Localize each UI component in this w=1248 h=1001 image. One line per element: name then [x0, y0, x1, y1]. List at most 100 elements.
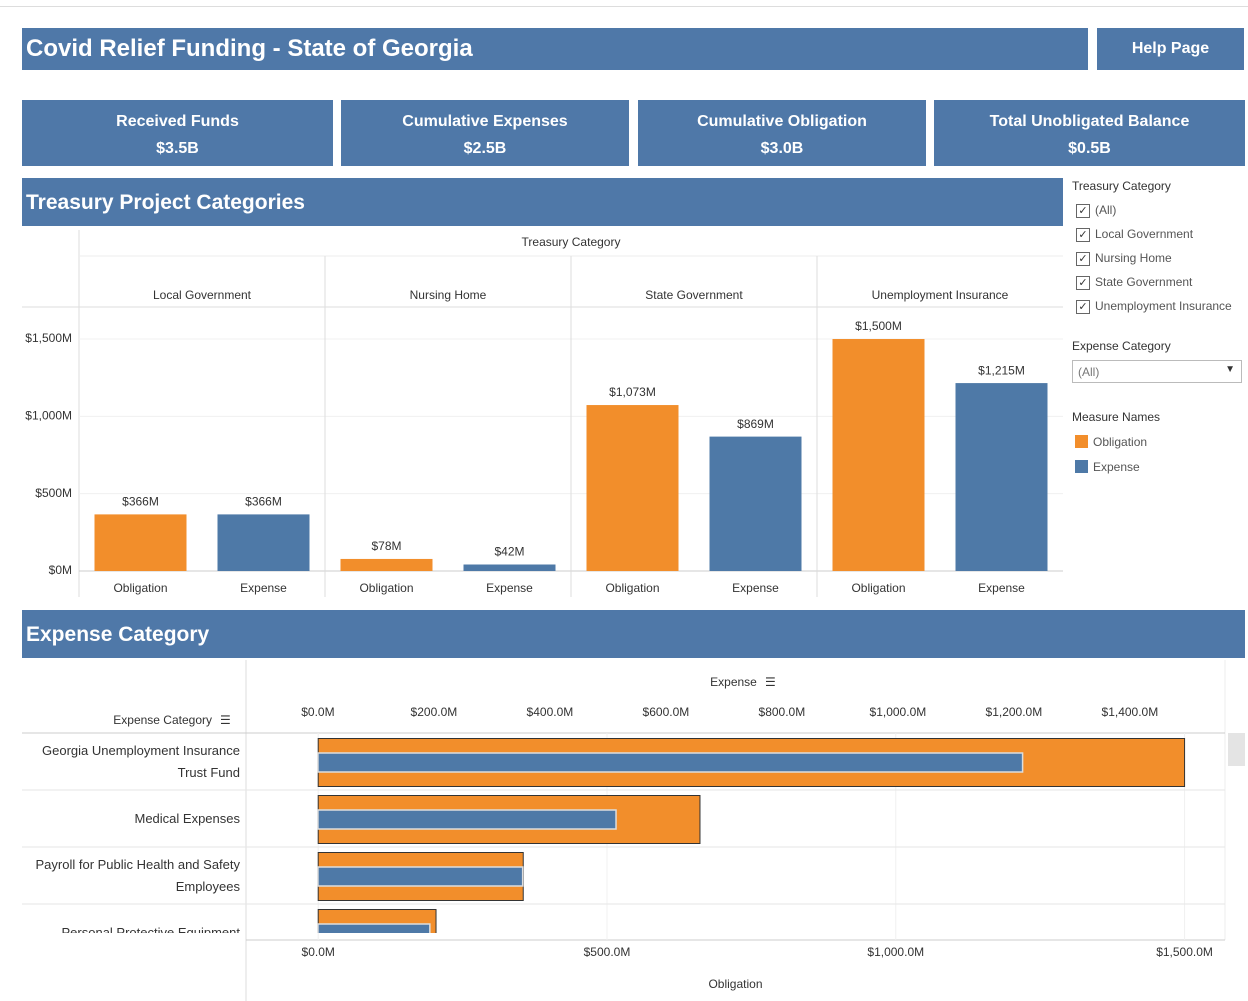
column-title: Treasury Category — [522, 235, 621, 249]
x2-tick-label: $1,400.0M — [1102, 705, 1159, 719]
value-label: $1,500M — [855, 319, 902, 333]
y-tick-label: $1,500M — [25, 331, 72, 345]
filter-title: Expense Category — [1072, 339, 1171, 353]
checkbox[interactable]: ✓ — [1076, 228, 1090, 242]
top-rule — [0, 6, 1248, 7]
bar — [832, 339, 925, 571]
bar — [317, 752, 1024, 773]
facet-label: Nursing Home — [410, 288, 487, 302]
facet-label: Unemployment Insurance — [872, 288, 1009, 302]
x-tick-label: Expense — [240, 581, 287, 595]
kpi-card: Cumulative Obligation $3.0B — [638, 100, 926, 166]
kpi-label: Received Funds — [116, 113, 239, 130]
facet-label: State Government — [645, 288, 743, 302]
scrollbar[interactable] — [1228, 733, 1245, 766]
axis-title: Expense — [710, 675, 757, 689]
x-tick-label: $500.0M — [584, 945, 631, 959]
value-label: $366M — [122, 495, 159, 509]
category-label: Payroll for Public Health and Safety Emp… — [35, 856, 241, 894]
dropdown-arrow: ▼ — [1225, 364, 1235, 375]
bar — [340, 558, 433, 571]
section-title: Expense Category — [22, 610, 1245, 658]
x-tick-label: Expense — [486, 581, 533, 595]
checkbox[interactable]: ✓ — [1076, 252, 1090, 266]
category-label: Personal Protective Equipment — [61, 924, 240, 934]
kpi-value: $3.5B — [156, 140, 199, 157]
x2-tick-label: $1,200.0M — [986, 705, 1043, 719]
x2-tick-label: $0.0M — [301, 705, 334, 719]
legend-title: Measure Names — [1072, 410, 1161, 424]
x-tick-label: Obligation — [605, 581, 659, 595]
x-tick-label: $1,500.0M — [1156, 945, 1213, 959]
checkbox[interactable]: ✓ — [1076, 204, 1090, 218]
x2-tick-label: $600.0M — [643, 705, 690, 719]
bar — [217, 514, 310, 571]
dropdown-value: (All) — [1078, 365, 1100, 379]
kpi-card: Received Funds $3.5B — [22, 100, 333, 166]
sort-icon: ☰ — [765, 675, 776, 689]
kpi-label: Total Unobligated Balance — [989, 113, 1190, 130]
checkbox-label: (All) — [1095, 203, 1117, 217]
x-tick-label: Obligation — [113, 581, 167, 595]
x-tick-label: Obligation — [359, 581, 413, 595]
x-tick-label: $1,000.0M — [867, 945, 924, 959]
bar — [463, 564, 556, 571]
kpi-label: Cumulative Obligation — [697, 113, 867, 130]
bar — [955, 383, 1048, 571]
bar — [317, 866, 524, 887]
checkbox[interactable]: ✓ — [1076, 300, 1090, 314]
value-label: $42M — [494, 545, 524, 559]
kpi-value: $3.0B — [760, 140, 804, 157]
y-tick-label: $0M — [49, 563, 72, 577]
category-label: Medical Expenses — [134, 810, 241, 826]
checkbox-label: Unemployment Insurance — [1095, 299, 1232, 313]
y-tick-label: $1,000M — [25, 409, 72, 423]
facet-label: Local Government — [153, 288, 252, 302]
value-label: $366M — [245, 495, 282, 509]
x2-tick-label: $800.0M — [759, 705, 806, 719]
kpi-card: Cumulative Expenses $2.5B — [341, 100, 629, 166]
bar — [317, 809, 617, 830]
bar — [317, 923, 431, 933]
value-label: $1,215M — [978, 363, 1025, 377]
row-title: Expense Category — [113, 713, 212, 727]
x2-tick-label: $200.0M — [411, 705, 458, 719]
x2-tick-label: $400.0M — [527, 705, 574, 719]
x-tick-label: Obligation — [851, 581, 905, 595]
legend-label: Expense — [1093, 460, 1140, 474]
x2-tick-label: $1,000.0M — [870, 705, 927, 719]
dropdown[interactable]: (All) ▼ — [1072, 360, 1242, 383]
category-label: Georgia Unemployment Insurance Trust Fun… — [42, 742, 240, 780]
bar — [709, 436, 802, 571]
bar — [94, 514, 187, 571]
bar — [317, 909, 437, 933]
value-label: $1,073M — [609, 385, 656, 399]
sort-icon: ☰ — [220, 713, 231, 727]
help-button[interactable]: Help Page — [1097, 28, 1244, 70]
kpi-value: $0.5B — [1068, 140, 1111, 157]
axis-title: Obligation — [708, 977, 762, 991]
page-title: Covid Relief Funding - State of Georgia — [22, 28, 1088, 70]
rows — [22, 738, 1225, 933]
kpi-label: Cumulative Expenses — [402, 113, 568, 130]
checkbox-label: Nursing Home — [1095, 251, 1172, 265]
kpi-value: $2.5B — [463, 140, 507, 157]
bar — [586, 405, 679, 571]
value-label: $869M — [737, 417, 774, 431]
row-labels: Georgia Unemployment Insurance Trust Fun… — [0, 733, 246, 934]
checkbox[interactable]: ✓ — [1076, 276, 1090, 290]
checkbox-label: Local Government — [1095, 227, 1194, 241]
legend-swatch — [1075, 460, 1088, 473]
filter-title: Treasury Category — [1072, 179, 1171, 193]
x-tick-label: $0.0M — [302, 945, 335, 959]
section-title: Treasury Project Categories — [22, 178, 1063, 226]
y-tick-label: $500M — [35, 486, 72, 500]
legend-label: Obligation — [1093, 435, 1148, 449]
kpi-card: Total Unobligated Balance $0.5B — [934, 100, 1245, 166]
value-label: $78M — [371, 539, 401, 553]
checkbox-label: State Government — [1095, 275, 1193, 289]
x-tick-label: Expense — [732, 581, 779, 595]
x-tick-label: Expense — [978, 581, 1025, 595]
